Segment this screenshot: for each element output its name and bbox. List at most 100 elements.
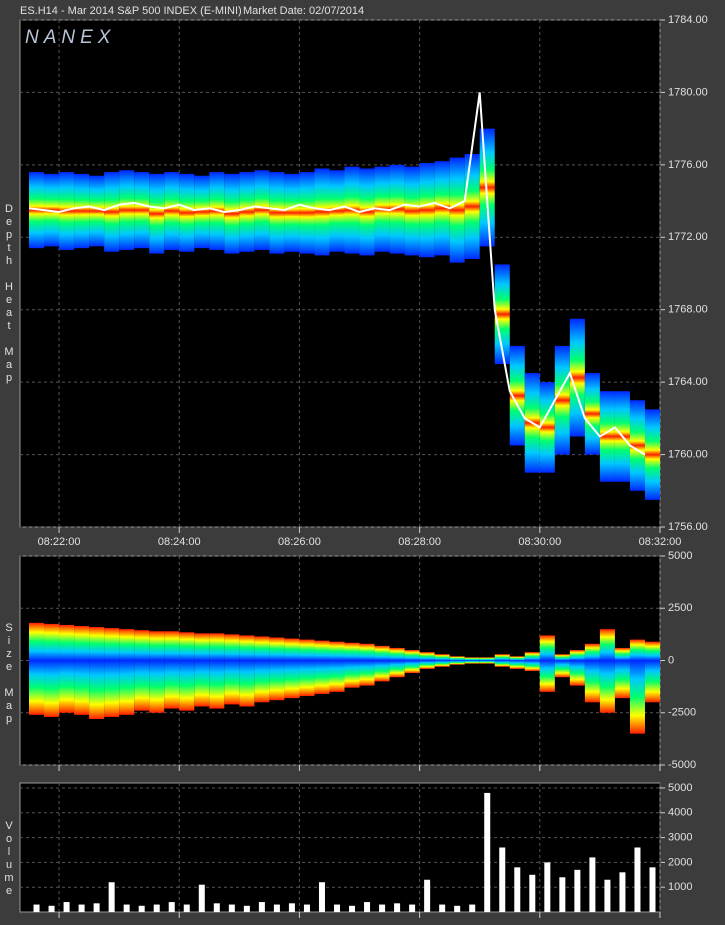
volume-bar — [63, 902, 70, 912]
bid-size — [464, 657, 480, 661]
volume-bar — [559, 877, 566, 912]
y-tick-label: 4000 — [668, 807, 692, 819]
ask-size — [224, 660, 240, 705]
bid-size — [494, 654, 510, 661]
bid-size — [389, 647, 405, 661]
ask-size — [284, 660, 300, 699]
depth-cell — [599, 391, 615, 482]
ask-size — [449, 660, 465, 665]
ask-size — [614, 660, 630, 699]
bid-size — [449, 656, 465, 661]
depth-cell — [239, 172, 255, 252]
ask-size — [344, 660, 360, 688]
volume-bar — [439, 904, 446, 912]
ask-size — [584, 660, 600, 703]
depth-cell — [179, 173, 195, 252]
ask-size — [419, 660, 435, 669]
ask-size — [299, 660, 315, 697]
depth-cell — [494, 264, 510, 365]
volume-bar — [379, 904, 386, 912]
volume-bar — [213, 903, 220, 912]
bid-size — [44, 623, 60, 661]
bid-size — [299, 639, 315, 661]
ask-size — [644, 660, 660, 703]
ask-size — [104, 660, 120, 717]
volume-bar — [619, 872, 626, 912]
volume-bar — [529, 874, 536, 912]
volume-bar — [634, 847, 641, 912]
y-tick-label: -5000 — [668, 759, 696, 771]
volume-bar — [138, 905, 145, 912]
volume-bar — [364, 902, 371, 912]
volume-bar — [108, 882, 115, 912]
ask-size — [164, 660, 180, 709]
y-tick-label: 1764.00 — [668, 376, 708, 388]
depth-cell — [314, 168, 330, 256]
y-tick-label: 5000 — [668, 550, 692, 562]
volume-bar — [243, 905, 250, 912]
panel-label: Volume — [3, 820, 15, 898]
depth-cell — [359, 168, 375, 256]
y-tick-label: 2500 — [668, 602, 692, 614]
symbol-title: ES.H14 - Mar 2014 S&P 500 INDEX (E-MINI) — [20, 5, 242, 17]
x-tick-label: 08:26:00 — [278, 536, 321, 548]
ask-size — [629, 660, 645, 734]
volume-bar — [409, 904, 416, 912]
volume-bar — [469, 904, 476, 912]
y-tick-label: 1780.00 — [668, 86, 708, 98]
y-tick-label: 2000 — [668, 856, 692, 868]
logo: NANEX — [25, 27, 115, 48]
depth-cell — [224, 173, 240, 254]
depth-cell — [164, 172, 180, 250]
depth-cell — [74, 173, 90, 249]
volume-bar — [454, 905, 461, 912]
volume-bar — [168, 902, 175, 912]
volume-bar — [303, 904, 310, 912]
bid-size — [59, 624, 75, 661]
ask-size — [599, 660, 615, 713]
volume-bar — [93, 903, 100, 912]
ask-size — [239, 660, 255, 707]
bid-size — [329, 641, 345, 661]
y-tick-label: 1000 — [668, 881, 692, 893]
bid-size — [134, 630, 150, 661]
volume-bar — [349, 905, 356, 912]
ask-size — [329, 660, 345, 692]
x-tick-label: 08:30:00 — [518, 536, 561, 548]
ask-size — [569, 660, 585, 686]
bid-size — [524, 652, 540, 661]
bid-size — [239, 635, 255, 661]
depth-cell — [554, 345, 570, 455]
volume-bar — [394, 903, 401, 912]
bid-size — [284, 638, 300, 661]
x-tick-label: 08:24:00 — [158, 536, 201, 548]
ask-size — [404, 660, 420, 674]
ask-size — [149, 660, 165, 713]
volume-bar — [544, 862, 551, 912]
bid-size — [359, 643, 375, 661]
volume-bar — [123, 904, 130, 912]
depth-cell — [134, 172, 150, 249]
volume-bar — [273, 904, 280, 912]
y-tick-label: 1760.00 — [668, 448, 708, 460]
depth-cell — [254, 170, 270, 250]
bid-size — [434, 654, 450, 661]
ask-size — [134, 660, 150, 711]
ask-size — [314, 660, 330, 694]
depth-cell — [419, 163, 435, 258]
volume-bar — [499, 847, 506, 912]
ask-size — [269, 660, 285, 701]
depth-cell — [644, 409, 660, 500]
x-tick-label: 08:22:00 — [38, 536, 81, 548]
bid-size — [554, 654, 570, 661]
volume-bar — [604, 879, 611, 912]
bid-size — [509, 656, 525, 661]
depth-cell — [89, 175, 105, 247]
volume-bar — [228, 904, 235, 912]
depth-cell — [119, 170, 135, 250]
ask-size — [434, 660, 450, 667]
ask-size — [554, 660, 570, 678]
price-line — [28, 92, 646, 456]
